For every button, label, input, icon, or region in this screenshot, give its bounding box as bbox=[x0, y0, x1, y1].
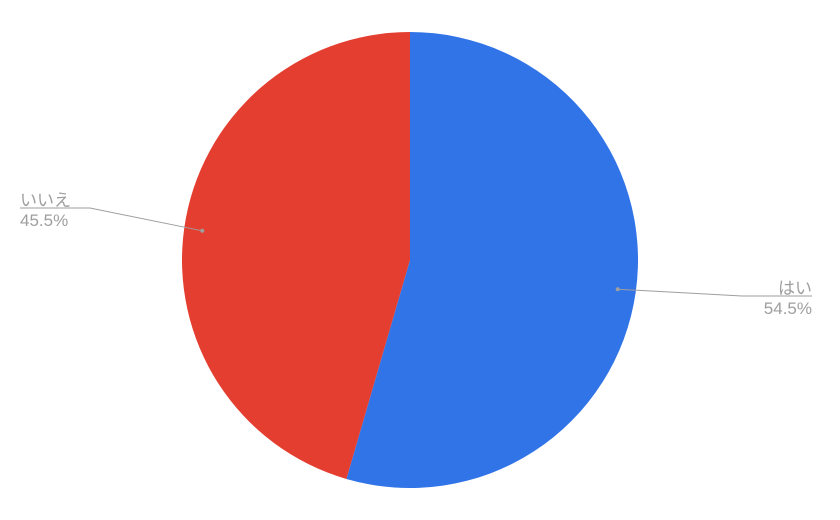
slice-value: 54.5% bbox=[764, 299, 812, 318]
pie-chart: はい54.5% いいえ45.5% bbox=[0, 0, 840, 520]
slice-value: 45.5% bbox=[20, 211, 68, 230]
slice-label: いいえ bbox=[20, 191, 71, 210]
slice-label: はい bbox=[778, 279, 812, 298]
